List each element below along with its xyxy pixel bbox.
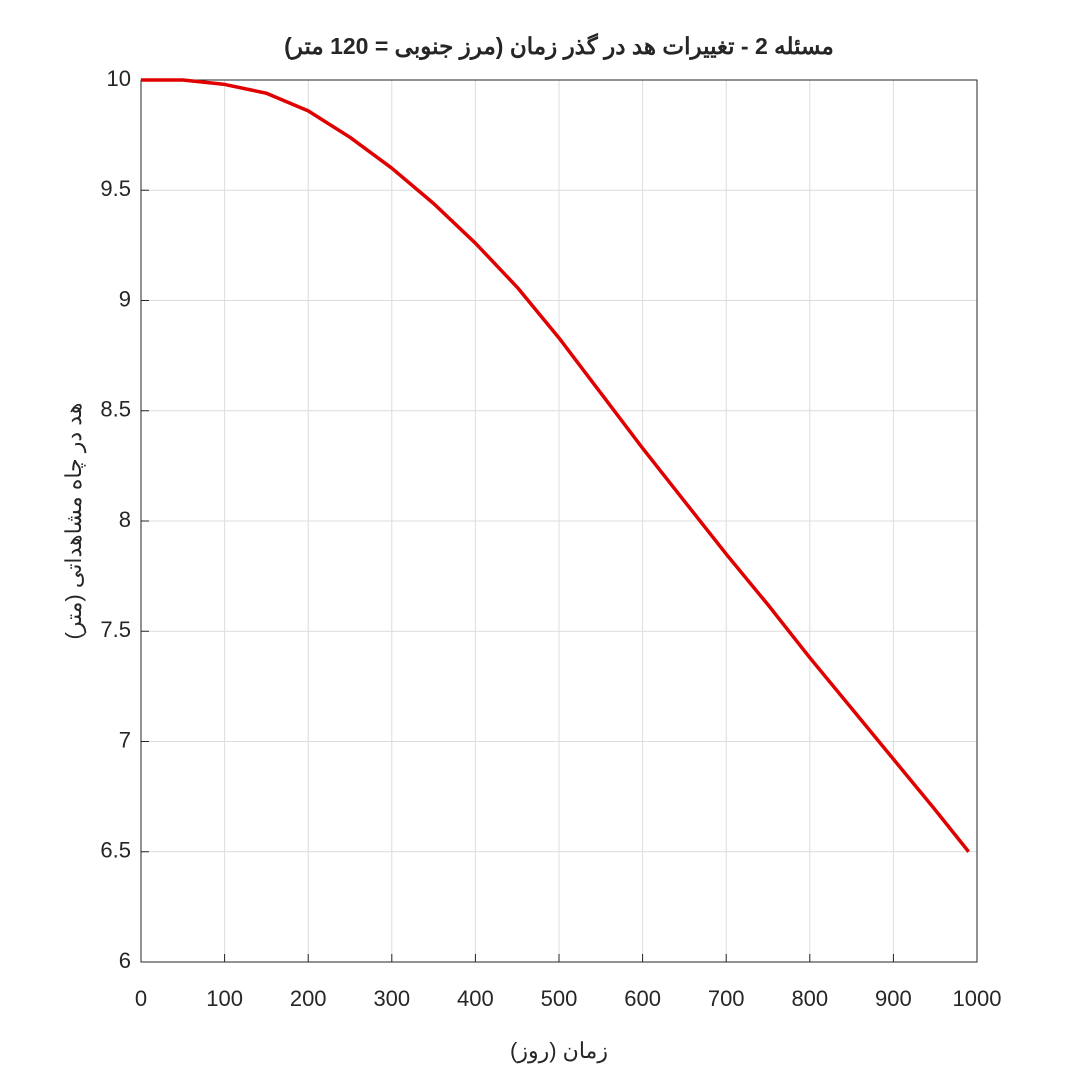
x-tick-label: 900 [875, 986, 912, 1011]
y-tick-label: 8 [119, 507, 131, 532]
x-tick-label: 100 [206, 986, 243, 1011]
x-tick-label: 600 [624, 986, 661, 1011]
y-tick-label: 10 [107, 66, 131, 91]
y-tick-label: 7 [119, 727, 131, 752]
y-axis-label: هد در چاه مشاهداتی (متر) [61, 403, 87, 640]
data-line [141, 78, 971, 853]
x-tick-label: 200 [290, 986, 327, 1011]
x-axis-label: زمان (روز) [510, 1038, 608, 1064]
y-tick-label: 6 [119, 948, 131, 973]
y-tick-label: 9 [119, 286, 131, 311]
x-tick-label: 1000 [953, 986, 1002, 1011]
x-tick-label: 800 [791, 986, 828, 1011]
y-tick-label: 6.5 [100, 838, 131, 863]
chart-title: مسئله 2 - تغییرات هد در گذر زمان (مرز جن… [284, 32, 834, 61]
x-tick-label: 700 [708, 986, 745, 1011]
plot-frame [140, 79, 978, 963]
y-tick-label: 7.5 [100, 617, 131, 642]
x-tick-label: 300 [373, 986, 410, 1011]
x-tick-label: 500 [541, 986, 578, 1011]
y-tick-label: 9.5 [100, 176, 131, 201]
x-tick-label: 0 [135, 986, 147, 1011]
y-tick-label: 8.5 [100, 397, 131, 422]
x-tick-label: 400 [457, 986, 494, 1011]
